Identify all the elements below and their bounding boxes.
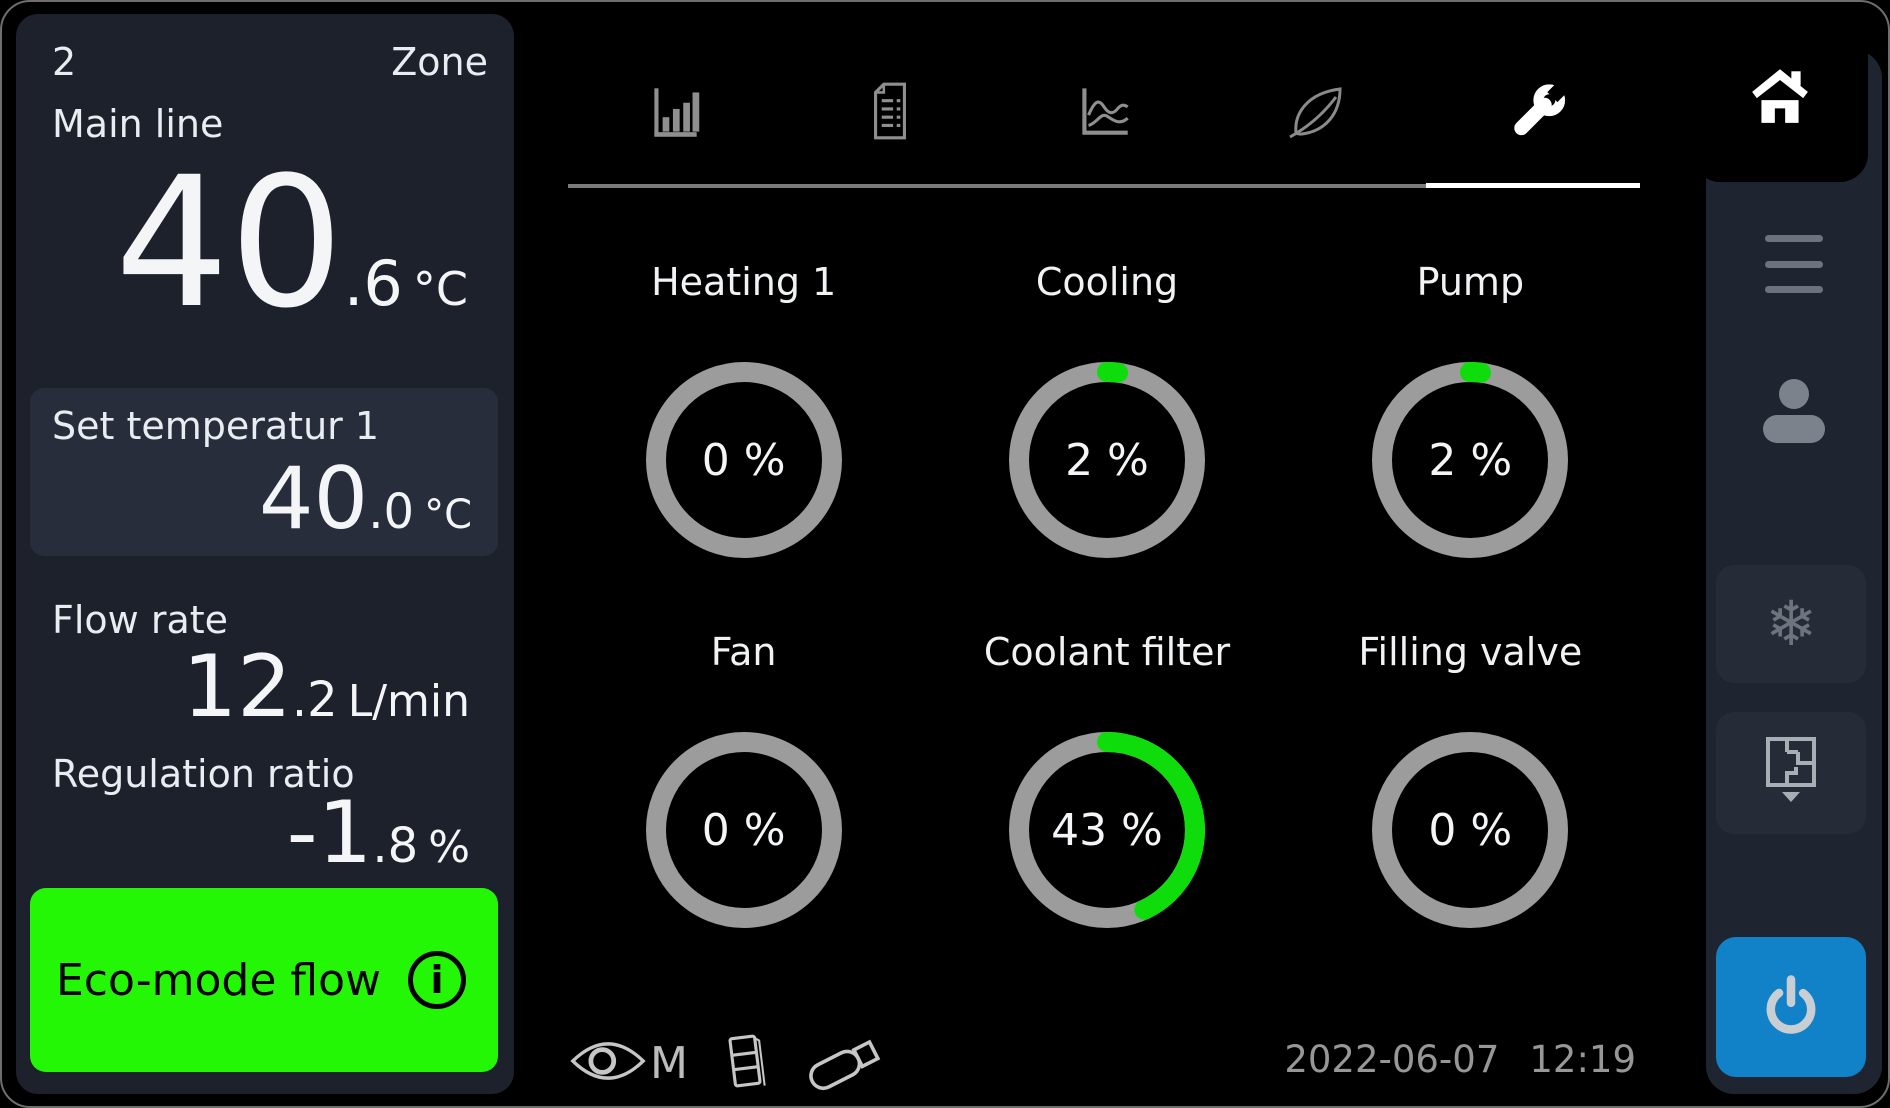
home-button[interactable]: [1692, 12, 1868, 182]
date-text: 2022-06-07: [1284, 1038, 1500, 1081]
gauge-ring: 2 %: [1007, 360, 1207, 560]
gauge-ring: 0 %: [644, 360, 844, 560]
gauge-value: 0 %: [1428, 804, 1513, 856]
flow-value-int: 12: [182, 637, 292, 737]
set-value-int: 40: [258, 449, 369, 549]
info-glyph: i: [430, 958, 444, 1002]
gauge-grid: Heating 1 0 % Cooling 2 % Pump: [562, 260, 1652, 1000]
gauge-label: Cooling: [1035, 260, 1179, 304]
gauge-cooling: Cooling 2 %: [925, 260, 1288, 630]
gauge-fan: Fan 0 %: [562, 630, 925, 1000]
reg-value-dec: .8: [372, 818, 419, 874]
gauge-value: 0 %: [701, 804, 786, 856]
power-icon: [1757, 971, 1825, 1043]
gauge-coolant-filter: Coolant filter 43 %: [925, 630, 1288, 1000]
tab-trend[interactable]: [996, 38, 1212, 188]
main-line-label: Main line: [52, 102, 224, 146]
flow-rate-label: Flow rate: [52, 598, 229, 642]
set-value-dec: .0: [368, 484, 415, 540]
trend-chart-icon: [1071, 78, 1137, 148]
gauge-filling-valve: Filling valve 0 %: [1289, 630, 1652, 1000]
gauge-value: 0 %: [701, 434, 786, 486]
floor-plan-icon: [1763, 736, 1819, 810]
flow-value-dec: .2: [291, 672, 338, 728]
main-value-dec: .6: [343, 247, 403, 320]
zone-select-button[interactable]: [1716, 712, 1866, 834]
gauge-pump: Pump 2 %: [1289, 260, 1652, 630]
gauge-label: Coolant filter: [983, 630, 1231, 674]
tab-report[interactable]: [782, 38, 998, 188]
gauge-ring: 2 %: [1370, 360, 1570, 560]
gauge-label: Filling valve: [1358, 630, 1583, 674]
reg-value-int: -1: [286, 783, 373, 883]
regulation-ratio-label: Regulation ratio: [52, 752, 355, 796]
eco-leaf-icon: [1282, 78, 1354, 148]
gauge-label: Fan: [710, 630, 777, 674]
menu-button[interactable]: [1765, 235, 1823, 293]
flow-value-unit: L/min: [347, 676, 470, 727]
tab-eco[interactable]: [1211, 38, 1426, 188]
zone-panel: 2 Zone Main line 40 .6 °C Set temperatur…: [16, 14, 514, 1094]
info-icon[interactable]: i: [408, 951, 466, 1009]
cooling-button[interactable]: ❄: [1716, 565, 1866, 683]
home-icon: [1747, 65, 1813, 129]
eco-mode-flow-button[interactable]: Eco-mode flow i: [30, 888, 498, 1072]
flow-rate-value: 12 .2 L/min: [182, 644, 470, 730]
status-icon-row: M: [568, 1024, 896, 1102]
main-line-value: 40 .6 °C: [115, 154, 468, 334]
set-temp-value: 40 .0 °C: [259, 456, 472, 542]
gauge-value: 43 %: [1051, 804, 1163, 856]
zone-number: 2: [52, 40, 77, 84]
regulation-ratio-value: -1 .8 %: [287, 790, 470, 876]
wrench-icon: [1498, 76, 1568, 150]
reg-value-unit: %: [428, 822, 470, 873]
control-cabinet-icon: [722, 1029, 768, 1097]
set-value-unit: °C: [424, 492, 472, 538]
gauge-value: 2 %: [1065, 434, 1149, 486]
monitoring-mode-letter: M: [650, 1037, 688, 1089]
power-button[interactable]: [1716, 937, 1866, 1077]
report-icon: [857, 78, 923, 148]
time-text: 12:19: [1529, 1038, 1636, 1081]
main-value-unit: °C: [412, 262, 468, 316]
eco-mode-label: Eco-mode flow: [56, 954, 381, 1006]
gauge-ring: 0 %: [1370, 730, 1570, 930]
user-button[interactable]: [1759, 378, 1829, 448]
gauge-label: Pump: [1416, 260, 1525, 304]
tab-bar: [568, 38, 1641, 188]
tab-statistics[interactable]: [568, 38, 783, 188]
user-icon: [1759, 379, 1829, 452]
usb-stick-icon: [800, 1024, 896, 1102]
eye-icon: [568, 1032, 648, 1094]
zone-title: Zone: [391, 40, 488, 84]
gauge-ring: 43 %: [1007, 730, 1207, 930]
main-value-int: 40: [114, 139, 344, 348]
gauge-heating-1: Heating 1 0 %: [562, 260, 925, 630]
set-temperature-box[interactable]: Set temperatur 1 40 .0 °C: [30, 388, 498, 556]
gauge-value: 2 %: [1428, 434, 1513, 486]
gauge-ring: 0 %: [644, 730, 844, 930]
tab-service[interactable]: [1425, 38, 1641, 188]
menu-icon: [1765, 235, 1823, 242]
bar-chart-icon: [642, 78, 708, 148]
snowflake-icon: ❄: [1765, 587, 1817, 660]
gauge-label: Heating 1: [651, 260, 837, 304]
datetime: 2022-06-07 12:19: [1284, 1038, 1636, 1081]
set-temp-label: Set temperatur 1: [52, 404, 380, 448]
